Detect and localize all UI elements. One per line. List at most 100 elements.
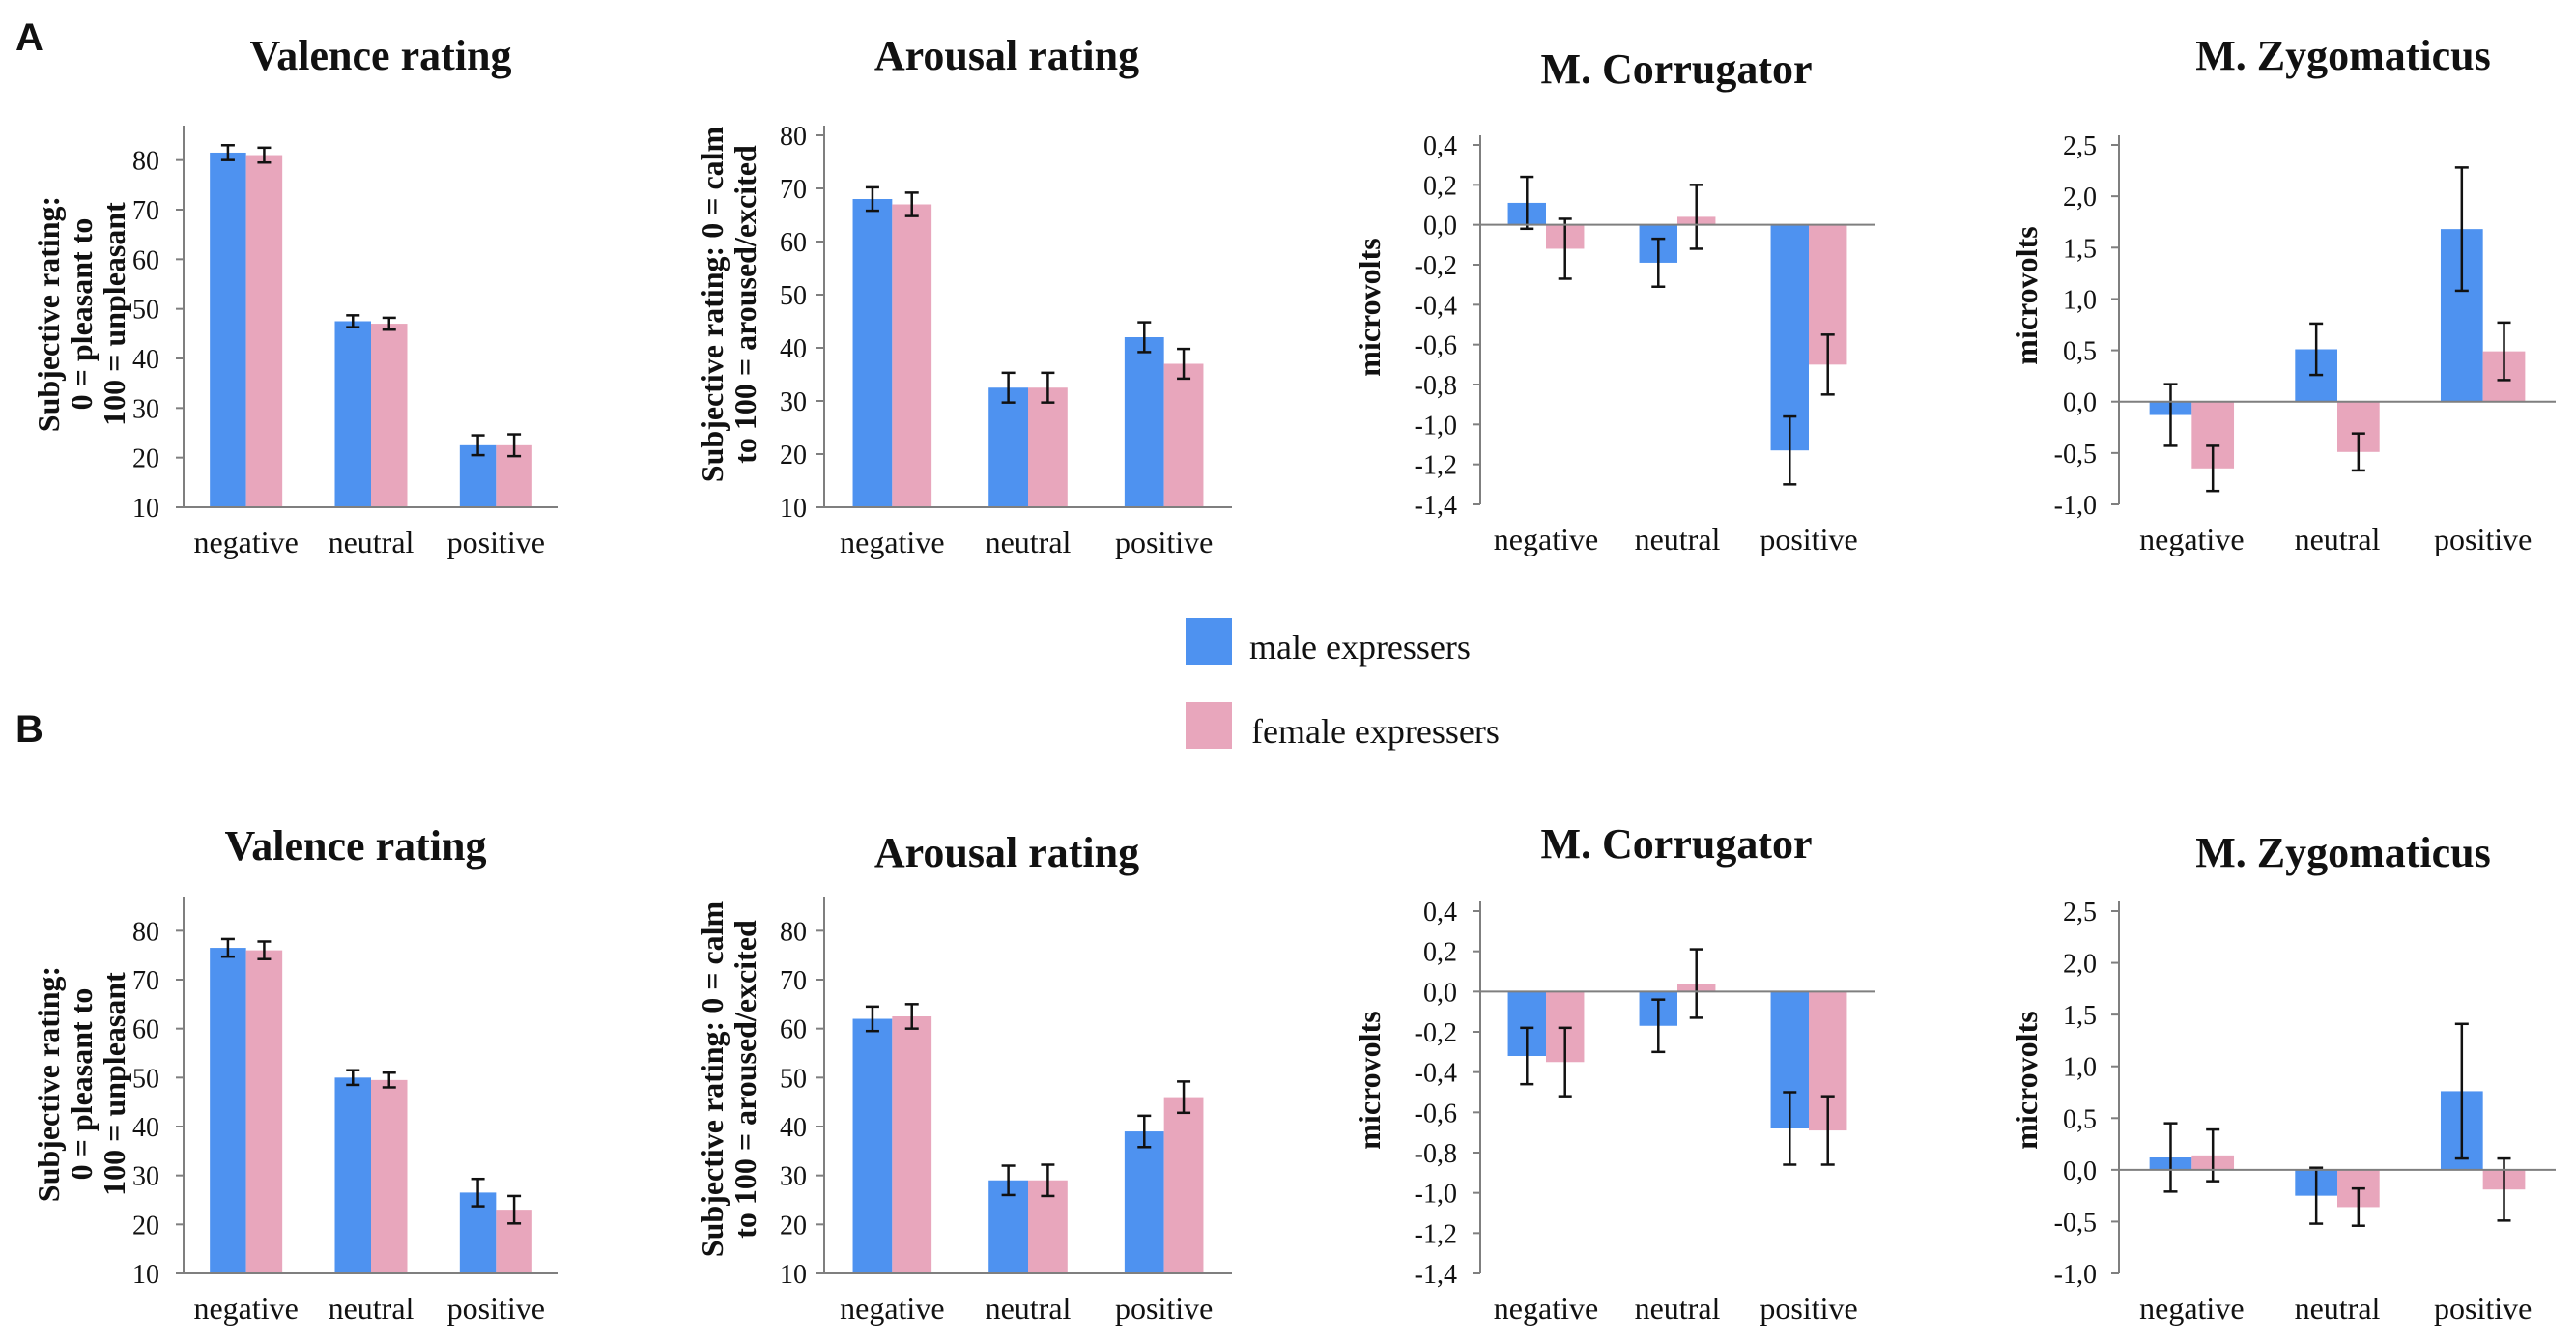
y-axis-label-line: microvolts bbox=[1352, 1011, 1387, 1149]
bar-female-negative bbox=[892, 1016, 932, 1273]
y-tick-label: -0,2 bbox=[1415, 251, 1457, 281]
x-tick-label: positive bbox=[1760, 1291, 1857, 1326]
y-tick-label: 0,0 bbox=[2063, 1156, 2097, 1186]
bar-female-negative bbox=[245, 950, 283, 1273]
chart-b-valence-rating: Valence rating Subjective rating:0 = plea… bbox=[31, 822, 558, 1326]
y-tick-label: 0,0 bbox=[2063, 388, 2097, 418]
y-tick-label: 30 bbox=[132, 394, 159, 424]
y-axis-label-line: to 100 = aroused/excited bbox=[728, 145, 762, 464]
y-tick-label: -0,6 bbox=[1415, 1098, 1457, 1128]
bar-female-negative bbox=[892, 204, 932, 507]
y-axis-label-line: Subjective rating: bbox=[31, 966, 66, 1202]
y-tick-label: 2,5 bbox=[2063, 131, 2097, 161]
y-tick-label: 30 bbox=[132, 1162, 159, 1192]
x-tick-label: neutral bbox=[2295, 522, 2381, 556]
bar-male-neutral bbox=[988, 387, 1028, 507]
x-tick-label: neutral bbox=[986, 1291, 1072, 1326]
y-axis-label: microvolts bbox=[2009, 1011, 2044, 1149]
bar-female-positive bbox=[1163, 363, 1204, 507]
y-tick-label: 0,4 bbox=[1423, 131, 1457, 161]
y-tick-label: -1,0 bbox=[1415, 1180, 1457, 1210]
x-tick-label: negative bbox=[1494, 1291, 1598, 1326]
y-tick-label: -0,2 bbox=[1415, 1018, 1457, 1048]
chart-a-m-zygomaticus: M. Zygomaticus microvolts -1,0 -0,5 0,0 0,5 1,… bbox=[2009, 32, 2556, 556]
x-tick-label: neutral bbox=[1635, 1291, 1721, 1326]
y-tick-label: 1,0 bbox=[2063, 1053, 2097, 1083]
y-tick-label: 70 bbox=[780, 966, 807, 996]
y-tick-label: 40 bbox=[780, 1113, 807, 1143]
y-tick-label: 70 bbox=[132, 966, 159, 996]
y-tick-label: 80 bbox=[132, 147, 159, 177]
bar-male-neutral bbox=[334, 321, 371, 507]
y-axis-label-line: 0 = pleasant to bbox=[64, 218, 99, 411]
y-tick-label: 20 bbox=[132, 444, 159, 474]
bar-male-negative bbox=[210, 948, 246, 1273]
x-tick-label: neutral bbox=[329, 1291, 415, 1326]
y-axis-label-line: microvolts bbox=[1352, 238, 1387, 376]
legend-swatch-male bbox=[1186, 618, 1232, 665]
bar-male-negative bbox=[852, 199, 893, 507]
y-tick-label: -1,0 bbox=[2054, 491, 2097, 521]
panel-label-b: B bbox=[15, 708, 43, 751]
y-axis-label: microvolts bbox=[1352, 1011, 1387, 1149]
chart-b-arousal-rating: Arousal rating Subjective rating: 0 = cal… bbox=[695, 829, 1232, 1326]
x-tick-label: neutral bbox=[986, 525, 1072, 559]
y-tick-label: -0,6 bbox=[1415, 331, 1457, 361]
bar-female-neutral bbox=[371, 324, 408, 507]
y-tick-label: 50 bbox=[780, 281, 807, 311]
y-tick-label: 1,5 bbox=[2063, 234, 2097, 264]
y-tick-label: 60 bbox=[132, 245, 159, 275]
x-tick-label: negative bbox=[1494, 522, 1598, 556]
y-tick-label: 2,0 bbox=[2063, 183, 2097, 213]
x-tick-label: positive bbox=[1115, 1291, 1213, 1326]
y-tick-label: 50 bbox=[780, 1064, 807, 1094]
bar-male-positive bbox=[1124, 337, 1164, 507]
x-tick-label: negative bbox=[2139, 1291, 2244, 1326]
y-tick-label: -0,4 bbox=[1415, 1059, 1457, 1089]
y-tick-label: 0,2 bbox=[1423, 171, 1457, 201]
y-tick-label: 40 bbox=[780, 334, 807, 364]
y-axis-label: Subjective rating: 0 = calmto 100 = arou… bbox=[695, 900, 762, 1257]
y-axis-label: Subjective rating: 0 = calmto 100 = arou… bbox=[695, 126, 762, 482]
y-tick-label: 0,5 bbox=[2063, 1104, 2097, 1134]
y-tick-label: 0,0 bbox=[1423, 212, 1457, 242]
bar-female-neutral bbox=[1028, 387, 1068, 507]
legend-label-female: female expressers bbox=[1251, 712, 1500, 751]
chart-b-m-corrugator: M. Corrugator microvolts -1,4 -1,2 -1,0 -0,8 -… bbox=[1352, 820, 1875, 1326]
bar-female-negative bbox=[245, 155, 283, 508]
y-tick-label: 70 bbox=[132, 196, 159, 226]
legend-label-male: male expressers bbox=[1249, 628, 1471, 667]
y-tick-label: 70 bbox=[780, 175, 807, 205]
chart-b-m-zygomaticus: M. Zygomaticus microvolts -1,0 -0,5 0,0 0,5 1,… bbox=[2009, 829, 2556, 1326]
y-tick-label: -0,8 bbox=[1415, 371, 1457, 401]
y-tick-label: -1,2 bbox=[1415, 1219, 1457, 1249]
chart-a-m-corrugator: M. Corrugator microvolts -1,4 -1,2 -1,0 -0,8 -… bbox=[1352, 45, 1875, 556]
y-axis-label-line: microvolts bbox=[2009, 1011, 2044, 1149]
x-tick-label: negative bbox=[2139, 522, 2244, 556]
chart-title: M. Corrugator bbox=[1540, 45, 1812, 93]
y-tick-label: -1,2 bbox=[1415, 451, 1457, 481]
y-tick-label: 0,4 bbox=[1423, 898, 1457, 927]
y-axis-label-line: Subjective rating: 0 = calm bbox=[695, 126, 730, 482]
y-tick-label: -1,0 bbox=[1415, 411, 1457, 441]
y-axis-label: microvolts bbox=[2009, 226, 2044, 364]
bar-male-positive bbox=[1770, 224, 1809, 451]
y-tick-label: 60 bbox=[780, 228, 807, 258]
y-tick-label: -1,4 bbox=[1415, 491, 1457, 521]
chart-a-valence-rating: Valence rating Subjective rating:0 = plea… bbox=[31, 32, 558, 559]
x-tick-label: neutral bbox=[329, 525, 415, 559]
y-tick-label: 1,0 bbox=[2063, 285, 2097, 315]
y-tick-label: 50 bbox=[132, 296, 159, 326]
bar-male-negative bbox=[210, 152, 246, 507]
y-axis-label-line: 100 = unpleasant bbox=[97, 972, 131, 1196]
y-tick-label: 2,0 bbox=[2063, 950, 2097, 980]
chart-title: Valence rating bbox=[250, 32, 512, 79]
x-tick-label: negative bbox=[193, 525, 298, 559]
y-tick-label: 80 bbox=[132, 917, 159, 947]
x-tick-label: positive bbox=[447, 525, 545, 559]
chart-title: M. Zygomaticus bbox=[2195, 829, 2491, 876]
y-tick-label: 0,0 bbox=[1423, 978, 1457, 1008]
chart-title: M. Corrugator bbox=[1540, 820, 1812, 868]
